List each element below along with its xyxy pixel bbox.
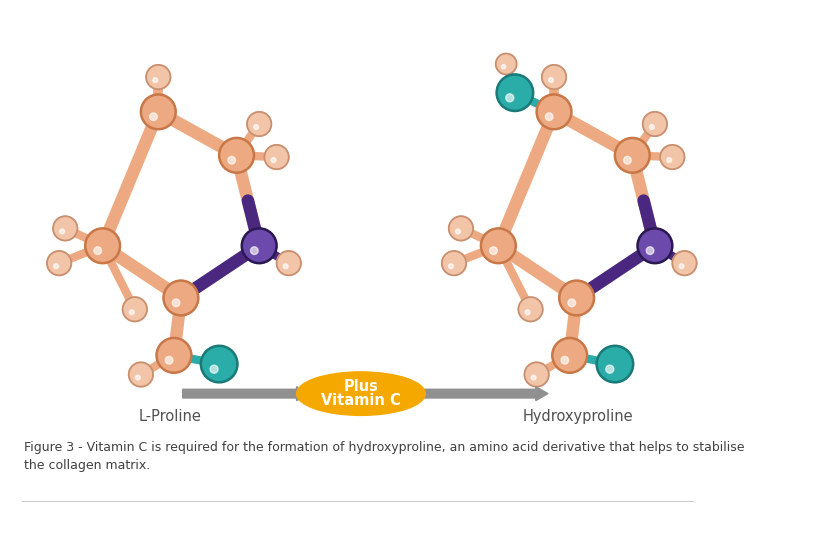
Circle shape bbox=[219, 138, 254, 173]
Circle shape bbox=[542, 65, 566, 89]
Circle shape bbox=[156, 338, 192, 373]
Circle shape bbox=[545, 113, 553, 120]
Circle shape bbox=[247, 112, 271, 136]
Circle shape bbox=[496, 54, 517, 74]
Circle shape bbox=[242, 228, 276, 263]
Circle shape bbox=[531, 375, 536, 380]
Circle shape bbox=[679, 264, 684, 269]
Circle shape bbox=[136, 375, 141, 380]
Text: Hydroxyproline: Hydroxyproline bbox=[523, 409, 634, 424]
Circle shape bbox=[524, 362, 549, 386]
Circle shape bbox=[649, 125, 654, 130]
Text: Plus: Plus bbox=[344, 379, 378, 394]
Circle shape bbox=[165, 357, 173, 364]
Circle shape bbox=[646, 247, 653, 255]
Circle shape bbox=[146, 65, 170, 89]
Circle shape bbox=[643, 112, 667, 136]
Circle shape bbox=[276, 251, 301, 275]
Circle shape bbox=[153, 78, 158, 82]
Circle shape bbox=[284, 264, 289, 269]
Ellipse shape bbox=[297, 372, 425, 415]
Circle shape bbox=[129, 310, 134, 315]
Circle shape bbox=[228, 156, 236, 164]
Text: L-Proline: L-Proline bbox=[138, 409, 201, 424]
Text: Vitamin C: Vitamin C bbox=[321, 393, 401, 408]
Circle shape bbox=[449, 216, 473, 241]
Circle shape bbox=[490, 247, 497, 255]
Circle shape bbox=[606, 365, 614, 373]
Circle shape bbox=[47, 251, 72, 275]
Circle shape bbox=[210, 365, 218, 373]
Circle shape bbox=[501, 64, 506, 69]
Circle shape bbox=[164, 281, 198, 315]
Circle shape bbox=[122, 297, 147, 321]
Circle shape bbox=[615, 138, 649, 173]
Text: Figure 3 - Vitamin C is required for the formation of hydroxyproline, an amino a: Figure 3 - Vitamin C is required for the… bbox=[25, 441, 745, 472]
Circle shape bbox=[53, 264, 58, 269]
Circle shape bbox=[667, 158, 672, 163]
Circle shape bbox=[672, 251, 697, 275]
Circle shape bbox=[481, 228, 515, 263]
Circle shape bbox=[53, 216, 77, 241]
Circle shape bbox=[141, 94, 176, 129]
Circle shape bbox=[173, 299, 180, 307]
Circle shape bbox=[597, 346, 633, 382]
Circle shape bbox=[442, 251, 466, 275]
Circle shape bbox=[638, 228, 672, 263]
Circle shape bbox=[94, 247, 102, 255]
Circle shape bbox=[150, 113, 157, 120]
Circle shape bbox=[201, 346, 238, 382]
Circle shape bbox=[254, 125, 259, 130]
Circle shape bbox=[525, 310, 530, 315]
Circle shape bbox=[561, 357, 569, 364]
Circle shape bbox=[271, 158, 276, 163]
Circle shape bbox=[251, 247, 258, 255]
Circle shape bbox=[449, 264, 454, 269]
Circle shape bbox=[265, 145, 289, 169]
Circle shape bbox=[624, 156, 631, 164]
Circle shape bbox=[537, 94, 571, 129]
Circle shape bbox=[496, 74, 533, 111]
Circle shape bbox=[60, 229, 65, 234]
Circle shape bbox=[129, 362, 153, 386]
Circle shape bbox=[85, 228, 120, 263]
Circle shape bbox=[660, 145, 685, 169]
Circle shape bbox=[455, 229, 460, 234]
Circle shape bbox=[559, 281, 594, 315]
FancyArrow shape bbox=[182, 386, 309, 401]
Circle shape bbox=[552, 338, 587, 373]
Circle shape bbox=[519, 297, 543, 321]
FancyArrow shape bbox=[419, 386, 548, 401]
Circle shape bbox=[568, 299, 575, 307]
Circle shape bbox=[548, 78, 553, 82]
Circle shape bbox=[506, 94, 514, 102]
